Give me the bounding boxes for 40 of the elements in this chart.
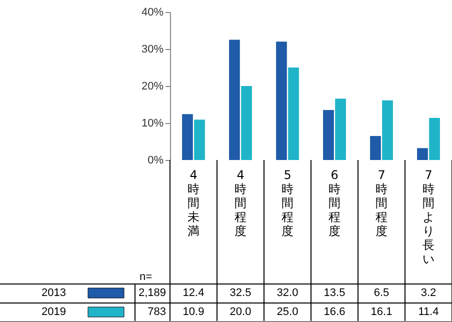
data-label: 32.5 (230, 287, 252, 299)
bar (429, 118, 440, 160)
x-tick-label: 7時間より長い (422, 168, 434, 266)
data-label: 20.0 (230, 306, 252, 318)
bar (370, 136, 381, 160)
bar (417, 148, 428, 160)
bar (194, 120, 205, 160)
y-tick-label: 0% (148, 154, 164, 166)
text: n= (139, 271, 152, 283)
bar (229, 40, 240, 160)
text: 2,189 (138, 287, 166, 299)
data-label: 32.0 (276, 287, 298, 299)
legend-label: 2019 (42, 306, 66, 318)
bar (382, 100, 393, 160)
data-label: 12.4 (182, 287, 204, 299)
bar (276, 42, 287, 160)
x-tick-label: 6時間程度 (328, 168, 340, 238)
data-label: 6.5 (374, 287, 390, 299)
x-tick-label: 5時間程度 (282, 168, 294, 238)
bar (335, 98, 346, 160)
y-tick-label: 20% (141, 80, 164, 92)
data-label: 16.1 (370, 306, 392, 318)
y-tick-label: 10% (141, 118, 164, 130)
x-tick-label: 7時間程度 (376, 168, 388, 238)
data-label: 10.9 (182, 306, 204, 318)
y-tick-label: 30% (141, 44, 164, 56)
bar (323, 110, 334, 160)
data-label: 25.0 (276, 306, 298, 318)
data-label: 16.6 (324, 306, 346, 318)
x-tick-label: 4時間未満 (188, 168, 200, 238)
data-label: 13.5 (324, 287, 346, 299)
legend-label: 2013 (42, 287, 66, 299)
bar (241, 86, 252, 160)
data-label: 3.2 (420, 287, 436, 299)
text: 783 (148, 306, 166, 318)
x-tick-label: 4時間程度 (234, 168, 246, 238)
bar (288, 68, 299, 160)
bar (182, 114, 193, 160)
data-label: 11.4 (418, 306, 439, 318)
y-tick-label: 40% (141, 6, 164, 18)
